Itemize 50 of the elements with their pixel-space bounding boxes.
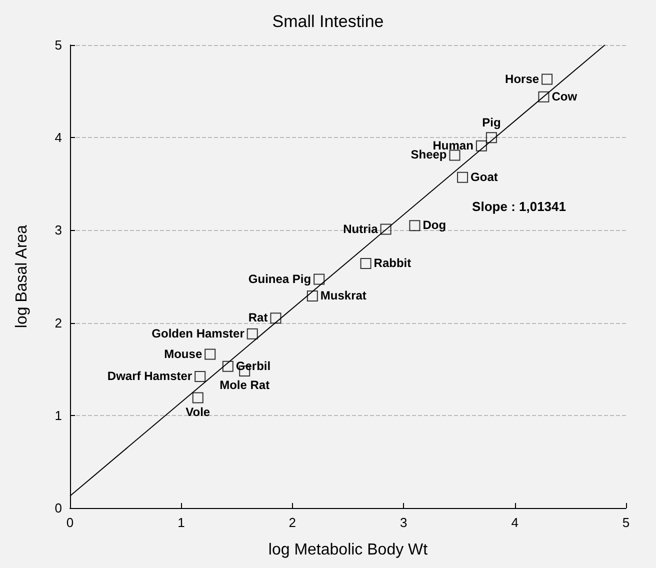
point xyxy=(457,172,468,183)
annotation: Vole xyxy=(186,404,210,419)
point xyxy=(246,328,258,340)
y-tick-label: 0 xyxy=(54,500,62,516)
y-tick-label: 5 xyxy=(54,38,62,52)
y-axis-title: log Basal Area xyxy=(14,224,30,328)
annotation: Golden Hamster xyxy=(152,326,245,340)
point xyxy=(314,274,325,285)
chart-title: Small Intestine xyxy=(272,12,384,31)
annotation: Pig xyxy=(482,116,501,130)
point xyxy=(380,224,392,235)
annotation: Rat xyxy=(248,310,268,325)
x-tick-label: 1 xyxy=(178,515,185,530)
point xyxy=(360,258,372,270)
annotation: Muskrat xyxy=(320,288,366,302)
annotation: Goat xyxy=(470,170,498,184)
annotation: Gerbil xyxy=(236,358,271,373)
point xyxy=(409,220,420,232)
point xyxy=(449,150,460,161)
annotation: Mole Rat xyxy=(220,378,270,392)
annotation: Mouse xyxy=(164,346,202,361)
annotation: Horse xyxy=(505,72,540,86)
annotation: Cow xyxy=(552,89,578,104)
annotation: Rabbit xyxy=(374,256,412,270)
y-tick-label: 3 xyxy=(54,222,62,238)
point xyxy=(204,348,216,360)
annotation: Nutria xyxy=(343,222,378,236)
x-axis-title: log Metabolic Body Wt xyxy=(268,542,428,558)
x-tick-label: 4 xyxy=(511,515,518,530)
point xyxy=(192,392,204,404)
point xyxy=(542,74,553,85)
y-tick-label: 4 xyxy=(54,130,62,146)
y-tick-label: 2 xyxy=(54,315,62,330)
annotation: Dwarf Hamster xyxy=(107,369,192,384)
annotation: Slope : 1,01341 xyxy=(472,199,566,214)
point xyxy=(538,91,550,102)
point xyxy=(306,290,318,302)
x-tick-label: 3 xyxy=(400,515,408,530)
point xyxy=(194,371,206,382)
y-tick-label: 1 xyxy=(54,408,62,423)
point xyxy=(476,140,487,152)
point xyxy=(270,312,282,324)
annotation: Guinea Pig xyxy=(248,272,312,286)
x-tick-label: 5 xyxy=(622,515,630,530)
annotation: Dog xyxy=(422,218,446,232)
x-tick-label: 2 xyxy=(288,515,296,530)
annotation: Human xyxy=(432,138,474,152)
point xyxy=(486,132,497,144)
point xyxy=(222,360,234,372)
x-tick-label: 0 xyxy=(66,515,74,530)
